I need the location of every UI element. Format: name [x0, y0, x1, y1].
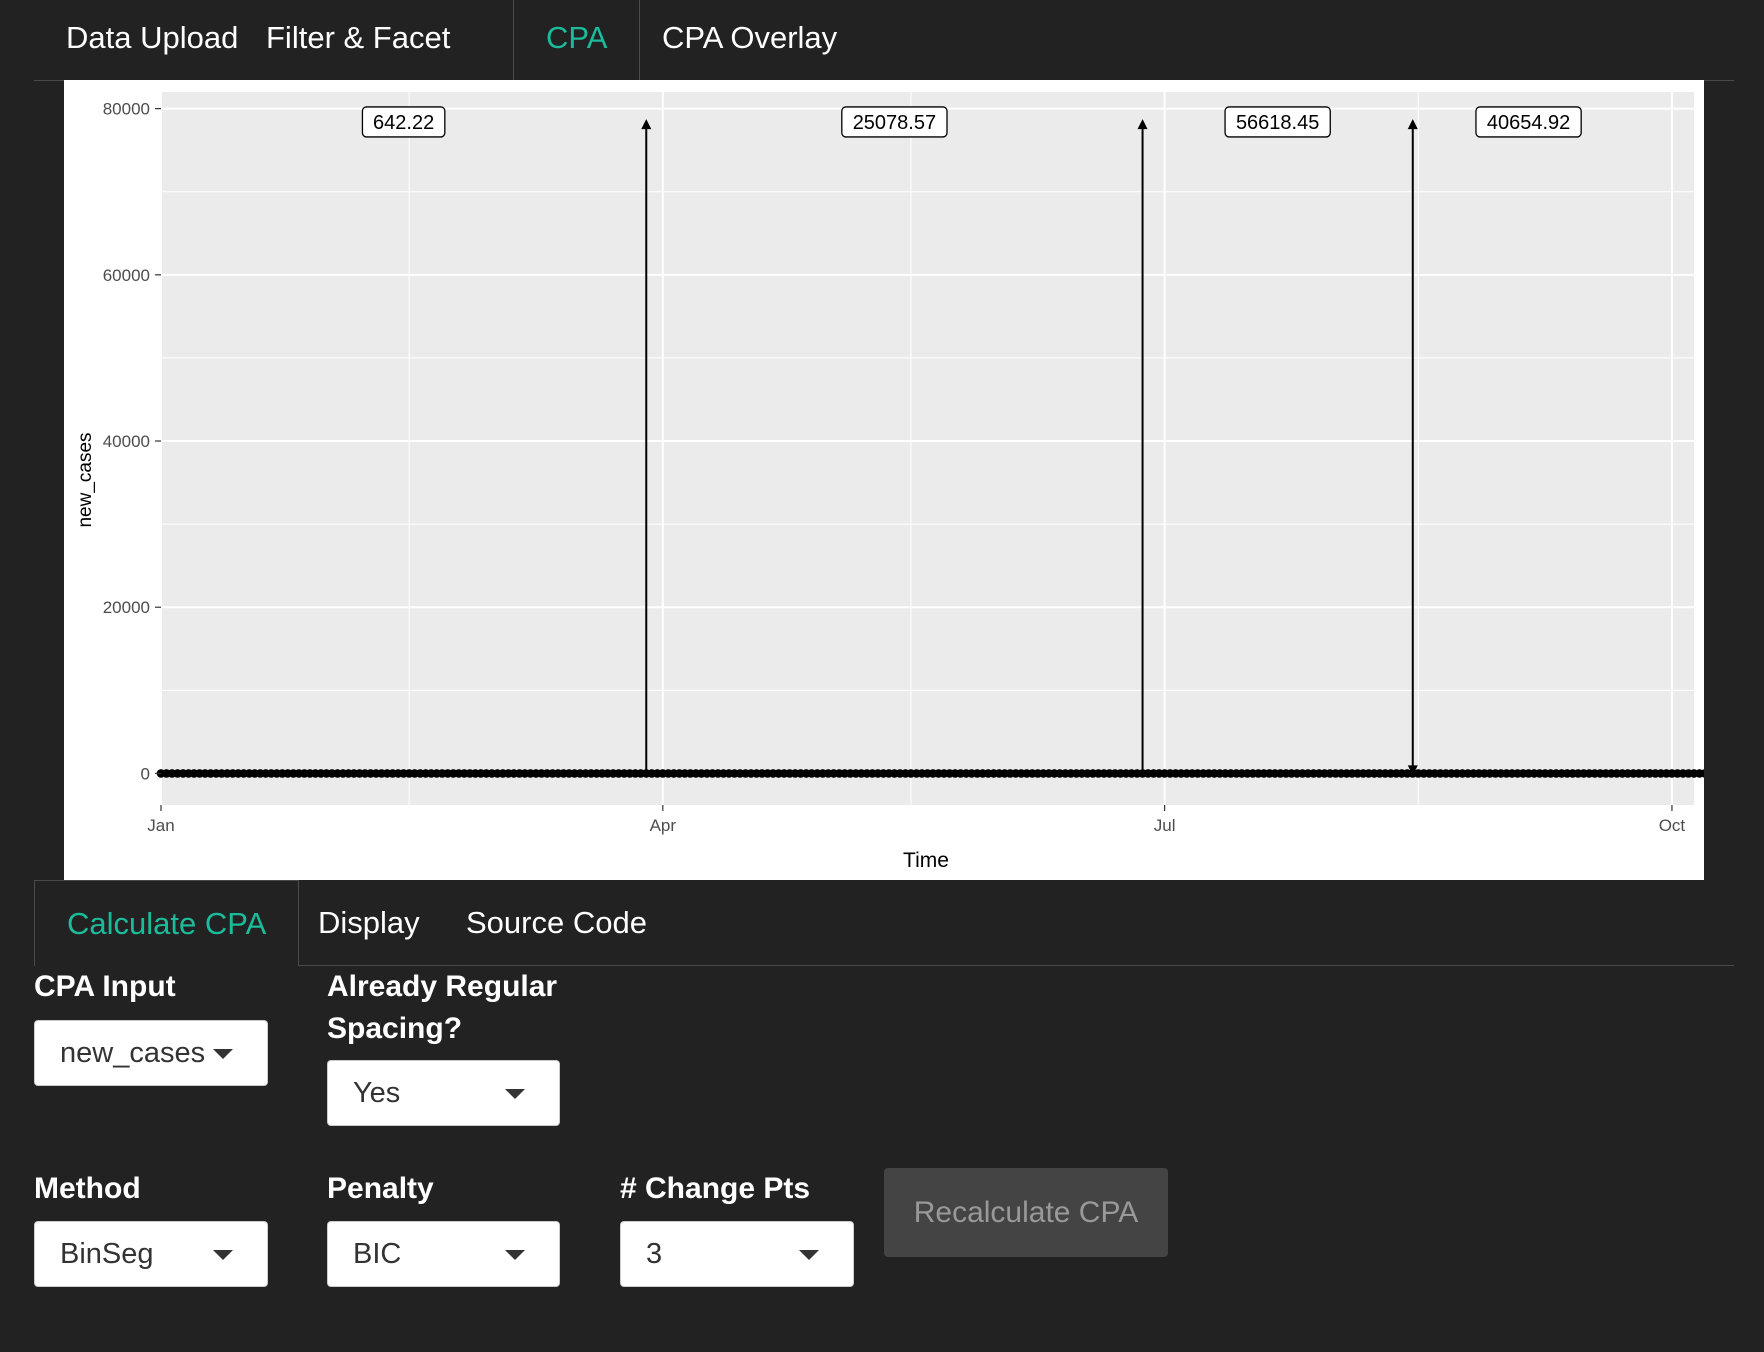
method-value: BinSeg	[60, 1238, 154, 1270]
recalculate-cpa-button[interactable]: Recalculate CPA	[884, 1168, 1168, 1257]
caret-down-icon	[799, 1250, 819, 1260]
arrow-up-icon	[1137, 119, 1148, 130]
segment-mean-label: 25078.57	[853, 112, 936, 134]
segment-mean-label-box	[1475, 106, 1582, 138]
caret-down-icon	[505, 1250, 525, 1260]
y-tick-label: 20000	[103, 598, 150, 617]
method-label: Method	[34, 1172, 141, 1205]
main-tabs: Data Upload Filter & Facet CPA CPA Overl…	[34, 0, 1734, 81]
regular-spacing-select[interactable]: Yes	[327, 1060, 560, 1126]
segment-mean-label-box	[361, 106, 446, 138]
tab-cpa[interactable]: CPA	[513, 0, 641, 81]
cpa-plot: 642.22 25078.57 56618.45 40654.92 0 20000 400…	[64, 80, 1704, 880]
penalty-label: Penalty	[327, 1172, 434, 1205]
tab-display[interactable]: Display	[318, 905, 420, 940]
tab-filter-facet[interactable]: Filter & Facet	[266, 20, 451, 55]
segment-mean-label: 56618.45	[1236, 112, 1319, 134]
x-tick-label: Jul	[1154, 816, 1176, 835]
caret-down-icon	[213, 1250, 233, 1260]
penalty-select[interactable]: BIC	[327, 1221, 560, 1287]
regular-spacing-label-line1: Already Regular	[327, 970, 558, 1003]
change-points-value: 3	[646, 1238, 663, 1270]
cpa-input-select[interactable]: new_cases	[34, 1020, 268, 1086]
y-tick-label: 40000	[103, 432, 150, 451]
regular-spacing-label-line2: Spacing?	[327, 1012, 463, 1045]
points	[156, 769, 1704, 778]
caret-down-icon	[213, 1049, 233, 1059]
x-tick-label: Oct	[1659, 816, 1686, 835]
tab-calculate-cpa[interactable]: Calculate CPA	[34, 880, 300, 966]
grid-minor	[161, 92, 1694, 805]
regular-spacing-value: Yes	[353, 1077, 401, 1109]
method-select[interactable]: BinSeg	[34, 1221, 268, 1287]
x-tick-label: Jan	[147, 816, 174, 835]
segment-mean-label: 40654.92	[1487, 112, 1570, 134]
arrow-down-icon	[1407, 765, 1418, 776]
y-tick-label: 80000	[103, 100, 150, 119]
y-tick-label: 60000	[103, 266, 150, 285]
axes: 0 20000 40000 60000 80000 Jan Apr Jul Oct	[103, 100, 1686, 835]
segment-mean-label-box	[841, 106, 948, 138]
changepoint-lines	[641, 119, 1418, 776]
arrow-up-icon	[641, 119, 652, 130]
tab-source-code[interactable]: Source Code	[466, 905, 647, 940]
cpa-input-label: CPA Input	[34, 970, 176, 1003]
caret-down-icon	[505, 1089, 525, 1099]
y-tick-label: 0	[141, 764, 150, 783]
cpa-sub-tabs: Calculate CPA Display Source Code	[34, 880, 1734, 966]
cpa-input-value: new_cases	[60, 1037, 206, 1069]
data-point	[1700, 769, 1704, 778]
penalty-value: BIC	[353, 1238, 402, 1270]
segment-labels: 642.22 25078.57 56618.45 40654.92	[361, 106, 1582, 138]
arrow-up-icon	[1407, 119, 1418, 130]
tab-cpa-overlay[interactable]: CPA Overlay	[662, 20, 838, 55]
x-axis-title: Time	[903, 849, 949, 872]
cpa-chart-svg: 642.22 25078.57 56618.45 40654.92 0 20000 400…	[75, 92, 1704, 872]
segment-mean-label-box	[1224, 106, 1331, 138]
y-axis-title: new_cases	[75, 432, 96, 527]
change-points-select[interactable]: 3	[620, 1221, 854, 1287]
tab-data-upload[interactable]: Data Upload	[66, 20, 239, 55]
plot-background	[161, 92, 1694, 805]
change-points-label: # Change Pts	[620, 1172, 811, 1205]
segment-mean-label: 642.22	[373, 112, 434, 134]
x-tick-label: Apr	[650, 816, 677, 835]
